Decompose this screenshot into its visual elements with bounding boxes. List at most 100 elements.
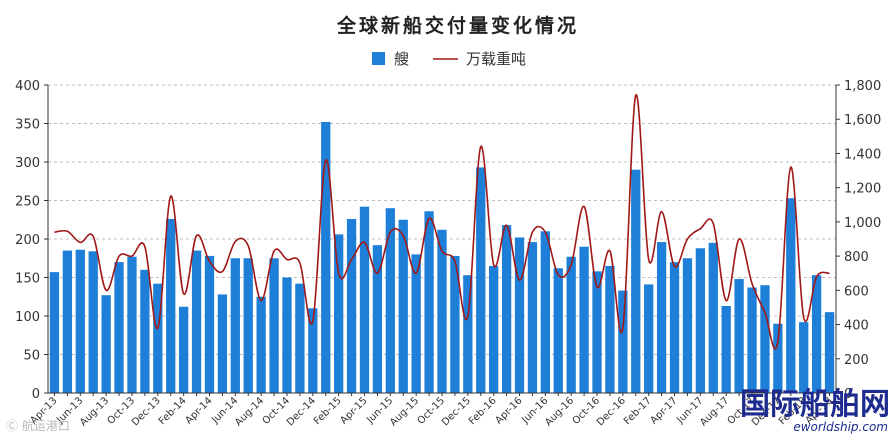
bar [695, 248, 706, 393]
bar [127, 256, 137, 393]
y-left-tick-label: 50 [23, 349, 40, 364]
bar [631, 169, 641, 393]
line-series-dwt [54, 94, 830, 350]
bar [321, 121, 331, 394]
bar [644, 284, 654, 393]
x-tick-label: Aug-14 [233, 395, 266, 428]
x-tick-label: Apr-15 [339, 395, 370, 426]
bar [566, 256, 576, 393]
x-tick-label: Feb-16 [467, 395, 499, 427]
x-tick-label: Apr-14 [183, 395, 214, 426]
bar [579, 246, 589, 393]
bar-series-ships [49, 121, 835, 394]
bar [824, 312, 835, 393]
bar [372, 245, 383, 393]
y-right-tick-label: 1,400 [844, 147, 881, 162]
bar [217, 294, 228, 393]
y-right-tick-label: 1,200 [844, 182, 881, 197]
bar [682, 258, 693, 393]
x-tick-label: Aug-13 [78, 395, 111, 428]
bar [747, 287, 757, 393]
chart-legend: 艘 万载重吨 [372, 50, 526, 68]
bar [656, 242, 667, 393]
bar [424, 211, 434, 393]
y-left-tick-label: 250 [15, 195, 40, 210]
y-axis-right: 0 200 400 600 800 1,000 1,200 1,400 1,600 1,800 [835, 79, 881, 402]
legend-label-ships: 艘 [394, 50, 409, 68]
y-right-tick-label: 0 [844, 387, 852, 402]
bar [346, 218, 357, 393]
bar [191, 250, 202, 393]
bar [760, 285, 770, 393]
watermark-logo: 国际船舶网 [740, 387, 890, 422]
bar [166, 218, 176, 393]
bar [501, 225, 512, 393]
y-right-tick-label: 400 [844, 319, 869, 334]
y-left-tick-label: 100 [15, 310, 40, 325]
x-tick-label: Apr-16 [494, 395, 525, 426]
bar [269, 258, 279, 393]
bar [178, 306, 189, 393]
x-tick-label: Feb-17 [622, 395, 654, 427]
bar [592, 271, 602, 393]
y-left-tick-label: 300 [15, 156, 40, 171]
x-tick-label: Dec-14 [285, 395, 318, 428]
y-axis-left: 0 50 100 150 200 250 300 350 400 [15, 79, 49, 402]
bar [450, 255, 460, 393]
bar [618, 290, 628, 393]
legend-label-dwt: 万载重吨 [466, 50, 526, 68]
bar [359, 206, 370, 393]
bar [334, 234, 344, 393]
bar [385, 208, 395, 393]
x-tick-label: Aug-16 [543, 395, 576, 428]
bar [75, 249, 85, 393]
x-tick-label: Aug-17 [698, 395, 731, 428]
y-left-tick-label: 150 [15, 272, 40, 287]
bar [734, 279, 744, 393]
bar [114, 262, 124, 393]
bar [295, 283, 305, 393]
bar [708, 242, 718, 393]
y-right-tick-label: 600 [844, 284, 869, 299]
y-right-tick-label: 800 [844, 250, 869, 265]
bar [140, 269, 150, 393]
bar [553, 268, 563, 393]
x-tick-label: Feb-14 [157, 395, 189, 427]
x-axis: Apr-13Jun-13Aug-13Oct-13Dec-13Feb-14Apr-… [28, 392, 836, 428]
bar [437, 229, 447, 393]
bar [282, 277, 292, 393]
bar [398, 219, 408, 393]
bar [88, 251, 98, 393]
bar [540, 231, 550, 393]
x-tick-label: Aug-15 [388, 395, 421, 428]
bar [799, 322, 809, 393]
y-right-tick-label: 1,800 [844, 79, 881, 94]
x-tick-label: Dec-13 [130, 395, 163, 428]
bar [62, 250, 73, 393]
bar [101, 295, 111, 393]
bar [256, 296, 266, 393]
y-left-tick-label: 0 [32, 387, 40, 402]
bar [605, 265, 615, 393]
y-right-tick-label: 1,600 [844, 113, 881, 128]
bar [669, 262, 680, 393]
bar [230, 258, 240, 393]
y-left-tick-label: 350 [15, 118, 40, 133]
watermark-left: Ⓒ 航运港口 [6, 418, 70, 433]
bar [204, 255, 215, 393]
x-tick-label: Dec-16 [595, 395, 628, 428]
watermark-url: eworldship.com [793, 420, 888, 434]
y-right-tick-label: 200 [844, 353, 869, 368]
bar [721, 305, 731, 393]
x-tick-label: Feb-15 [312, 395, 344, 427]
bar [811, 275, 822, 393]
bar [514, 237, 525, 393]
y-left-tick-label: 400 [15, 79, 40, 94]
x-tick-label: Dec-15 [440, 395, 473, 428]
y-right-tick-label: 1,000 [844, 216, 881, 231]
bar [489, 265, 499, 393]
legend-swatch-bar [372, 52, 385, 65]
bar [476, 167, 486, 393]
bar [786, 198, 796, 393]
